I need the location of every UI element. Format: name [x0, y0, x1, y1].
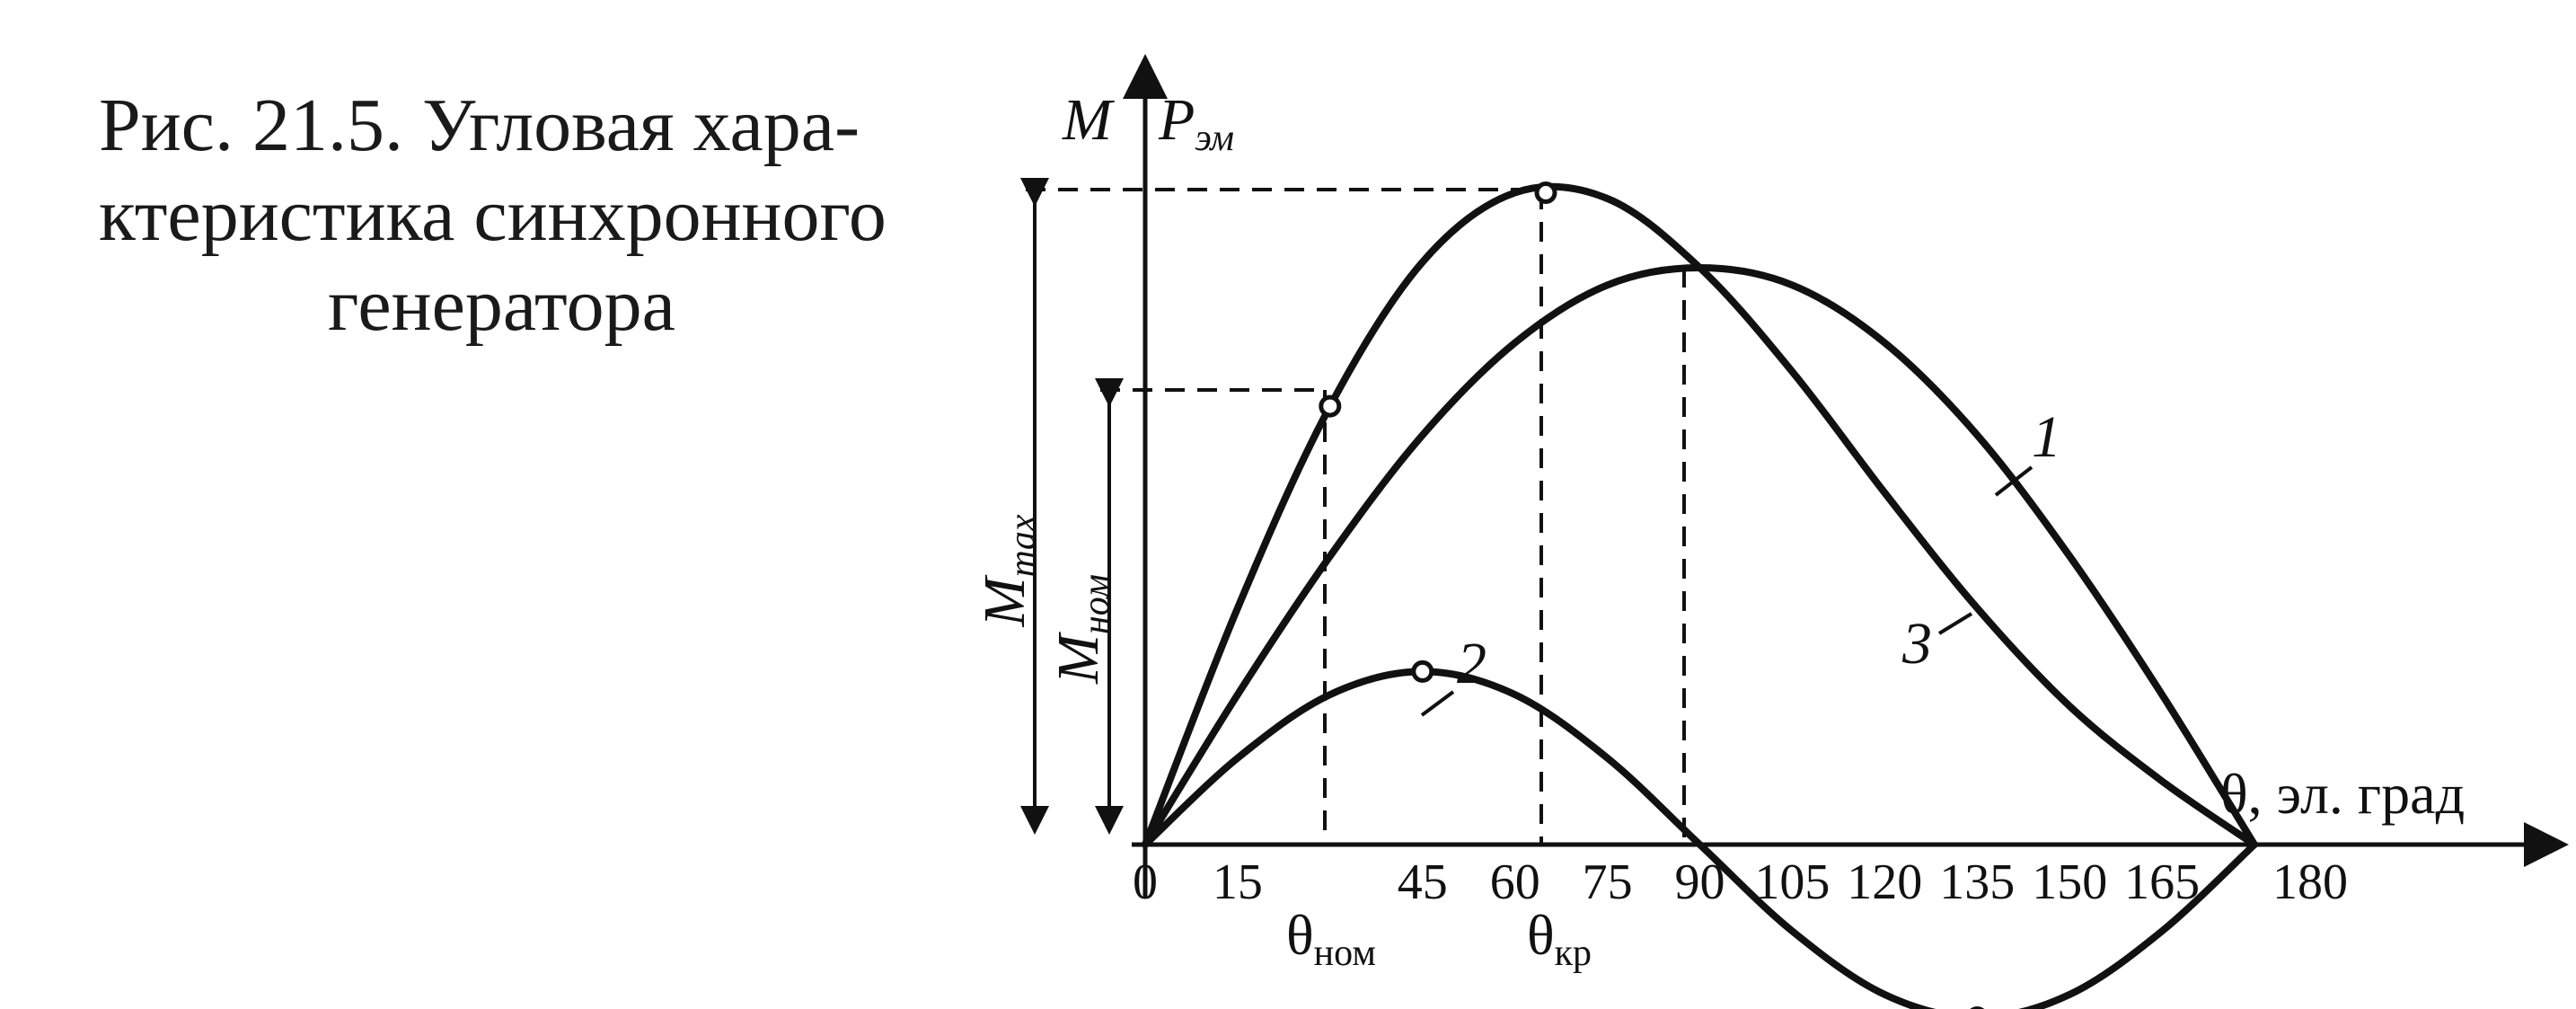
x-tick-label-90: 90 [1675, 854, 1725, 910]
curve-1-leader [1994, 465, 2033, 497]
caption-line-2: ктеристика синхронного [99, 173, 887, 257]
caption-line-3: генератора [328, 263, 675, 347]
y-axis-power-label: Pэм [1158, 87, 1234, 159]
m-max-label: Mmax [972, 514, 1044, 627]
curve-2-marker-3 [1411, 659, 1434, 683]
curve-3-marker-2 [1534, 181, 1557, 204]
theta-nom-label: θном [1286, 903, 1376, 974]
curve-3 [1142, 182, 2258, 848]
curve-3-leader [1937, 612, 1973, 635]
curve-3-label: 3 [1901, 611, 1932, 677]
curve-2-label: 2 [1457, 631, 1486, 696]
m-nom-label: Mном [1045, 574, 1117, 685]
theta-kr-label: θкр [1527, 903, 1592, 974]
x-tick-label-75: 75 [1583, 854, 1633, 910]
curve-2 [1142, 668, 2258, 1009]
x-tick-label-45: 45 [1398, 854, 1448, 910]
curve-3-marker-1 [1319, 394, 1342, 418]
x-tick-label-135: 135 [1939, 854, 2015, 910]
curve-2-leader [1420, 690, 1455, 717]
x-axis-label: θ, эл. град [2220, 762, 2465, 826]
curve-markers [1319, 181, 1985, 1009]
x-tick-label-150: 150 [2032, 854, 2107, 910]
curve-1-label: 1 [2032, 404, 2061, 470]
caption-line-1: Рис. 21.5. Угловая хара- [99, 84, 860, 167]
x-tick-label-120: 120 [1847, 854, 1922, 910]
x-tick-label-60: 60 [1490, 854, 1540, 910]
figure-caption: Рис. 21.5. Угловая хара- ктеристика синх… [99, 81, 907, 350]
y-axis-label: M [1062, 87, 1116, 153]
x-tick-label-15: 15 [1213, 854, 1263, 910]
x-tick-labels: 0 15 45 60 75 90 105 120 135 150 165 180 [1133, 854, 2348, 910]
x-tick-label-0: 0 [1133, 854, 1158, 910]
curve-1 [1142, 264, 2258, 848]
x-tick-label-105: 105 [1754, 854, 1830, 910]
x-tick-label-165: 165 [2124, 854, 2200, 910]
x-tick-label-180: 180 [2272, 854, 2348, 910]
